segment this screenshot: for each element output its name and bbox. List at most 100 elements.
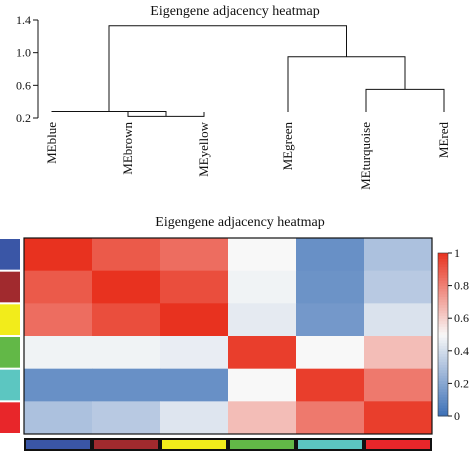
colorbar-segment: [438, 261, 448, 265]
colorbar-segment: [438, 337, 448, 341]
heatmap-cell: [228, 368, 297, 402]
heatmap-cell: [92, 270, 161, 304]
heatmap-cell: [296, 336, 365, 370]
colorbar-segment: [438, 258, 448, 262]
heatmap-cell: [160, 238, 229, 272]
dendrogram-leaf-label: MEred: [436, 122, 451, 159]
dendrogram-leaf-label: MEturquoise: [358, 122, 373, 190]
heatmap-cell: [296, 238, 365, 272]
colorbar-segment: [438, 288, 448, 292]
colorbar-segment: [438, 299, 448, 303]
colorbar-segment: [438, 280, 448, 284]
dendrogram-leaf-label: MEbrown: [120, 122, 135, 175]
dendrogram-y-tick-label: 0.6: [16, 78, 31, 92]
heatmap-cell: [92, 303, 161, 337]
dendrogram-branch: [108, 25, 347, 112]
colorbar-segment: [438, 339, 448, 344]
colorbar-tick-label: 0.6: [454, 311, 469, 325]
heatmap-cell: [228, 303, 297, 337]
colorbar-segment: [438, 377, 448, 382]
colorbar-border: [437, 252, 449, 417]
heatmap-cell: [92, 368, 161, 402]
heatmap-cell: [296, 270, 365, 304]
colorbar-segment: [438, 364, 448, 368]
colorbar-segment: [438, 369, 448, 374]
column-module-color: [94, 440, 158, 449]
colorbar-segment: [438, 272, 448, 276]
colorbar-segment: [438, 399, 448, 403]
colorbar-segment: [438, 356, 448, 360]
heatmap-cell: [92, 238, 161, 272]
heatmap-cell: [228, 270, 297, 304]
colorbar-segment: [438, 282, 448, 287]
colorbar-segment: [438, 277, 448, 281]
heatmap-cell: [364, 401, 433, 435]
colorbar-segment: [438, 407, 448, 412]
colorbar-segment: [438, 331, 448, 335]
heatmap-cell: [296, 303, 365, 337]
column-module-colors: [24, 438, 432, 451]
dendrogram-leaf-label: MEyellow: [196, 121, 211, 176]
dendrogram-y-tick-label: 1.4: [16, 13, 31, 27]
dendrogram-y-tick-label: 1.0: [16, 46, 31, 60]
heatmap-cell: [160, 401, 229, 435]
colorbar-segment: [438, 291, 448, 295]
heatmap-cell: [364, 238, 433, 272]
colorbar-segment: [438, 394, 448, 398]
colorbar-segment: [438, 391, 448, 395]
heatmap-cell: [364, 336, 433, 370]
colorbar-segment: [438, 361, 448, 365]
heatmap-title: Eigengene adjacency heatmap: [155, 215, 324, 230]
colorbar-segment: [438, 274, 448, 278]
heatmap-cell: [296, 368, 365, 402]
heatmap-cell: [228, 401, 297, 435]
colorbar-segment: [438, 301, 448, 306]
colorbar-segment: [438, 326, 448, 330]
colorbar-segment: [438, 367, 448, 371]
colorbar-segment: [438, 388, 448, 393]
heatmap-cell: [228, 238, 297, 272]
heatmap-cell: [24, 368, 93, 402]
colorbar-segment: [438, 310, 448, 314]
column-module-color: [26, 440, 90, 449]
heatmap-cell: [160, 336, 229, 370]
heatmap-cell: [364, 368, 433, 402]
dendrogram-title: Eigengene adjacency heatmap: [150, 4, 319, 19]
colorbar-segment: [438, 413, 448, 417]
dendrogram-branch: [51, 110, 167, 117]
colorbar-segment: [438, 353, 448, 357]
colorbar-segment: [438, 345, 448, 349]
heatmap-cell: [228, 336, 297, 370]
colorbar-segment: [438, 410, 448, 414]
heatmap-cell: [364, 270, 433, 304]
colorbar-segment: [438, 380, 448, 384]
colorbar-segment: [438, 323, 448, 327]
heatmap-cell: [160, 303, 229, 337]
colorbar-segment: [438, 315, 448, 319]
heatmap-cell: [24, 401, 93, 435]
row-module-color: [0, 402, 20, 433]
colorbar-segment: [438, 320, 448, 325]
column-module-color: [366, 440, 430, 449]
colorbar-segment: [438, 307, 448, 311]
heatmap-cells: [24, 238, 433, 435]
colorbar-tick-label: 0.2: [454, 376, 469, 390]
colorbar-segment: [438, 255, 448, 259]
colorbar-segment: [438, 293, 448, 297]
colorbar-segment: [438, 342, 448, 346]
colorbar-segment: [438, 372, 448, 376]
row-module-color: [0, 239, 20, 270]
dendrogram-leaf-label: MEgreen: [280, 122, 295, 171]
dendrogram: Eigengene adjacency heatmap 1.4 1.0 0.6 0.2…: [16, 4, 451, 190]
colorbar-tick-label: 1: [454, 246, 460, 260]
column-module-color: [298, 440, 362, 449]
heatmap-cell: [92, 401, 161, 435]
colorbar-segment: [438, 312, 448, 316]
colorbar-segment: [438, 253, 448, 257]
colorbar-segment: [438, 329, 448, 333]
heatmap-cell: [160, 368, 229, 402]
heatmap-cell: [364, 303, 433, 337]
colorbar-segment: [438, 405, 448, 409]
colorbar-segment: [438, 334, 448, 338]
dendrogram-branches: [51, 25, 445, 117]
